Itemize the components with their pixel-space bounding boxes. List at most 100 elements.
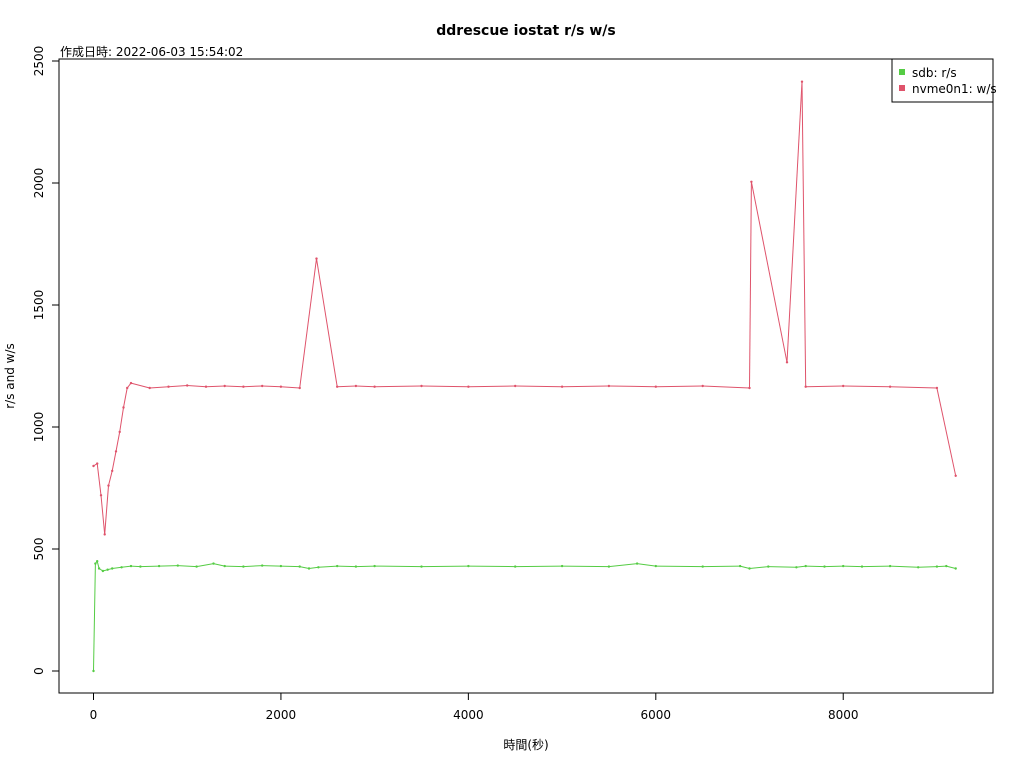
- y-tick-label: 0: [32, 667, 46, 675]
- series-1-segment: [111, 451, 117, 471]
- series-1-segment: [316, 258, 338, 387]
- series-1-point: [560, 385, 564, 388]
- series-0-point: [842, 564, 845, 568]
- series-0-segment: [768, 566, 797, 568]
- series-0-point: [139, 565, 142, 568]
- x-axis-label: 時間(秒): [503, 738, 548, 752]
- y-axis: 0 500 1000 1500 2000 2500: [32, 46, 60, 675]
- series-1-point: [126, 386, 129, 390]
- series-0-segment: [468, 565, 516, 568]
- series-1-segment: [96, 463, 102, 496]
- series-1-point: [954, 474, 957, 477]
- series-1-point: [186, 384, 189, 387]
- series-1-point: [114, 450, 118, 453]
- series-0-segment: [890, 565, 919, 568]
- series-0-point: [261, 564, 264, 567]
- legend: sdb: r/s nvme0n1: w/s: [891, 58, 997, 103]
- series-0-segment: [121, 565, 132, 568]
- x-tick-label: 4000: [453, 708, 484, 722]
- series-1-segment: [805, 385, 844, 388]
- series-0-point: [212, 562, 215, 565]
- series-0-point: [635, 562, 639, 565]
- series-0-segment: [213, 563, 225, 567]
- series-1-segment: [123, 387, 128, 408]
- x-tick-label: 2000: [266, 708, 297, 722]
- series-1-segment: [355, 385, 375, 388]
- series-0-point: [307, 567, 311, 570]
- series-0-segment: [112, 566, 122, 569]
- series-0-segment: [749, 566, 769, 569]
- series-1-segment: [655, 385, 703, 388]
- series-0-segment: [936, 565, 947, 568]
- series-0-point: [767, 565, 770, 568]
- series-0-point: [954, 567, 957, 570]
- series-0-segment: [355, 565, 375, 568]
- series-1-point: [800, 80, 804, 83]
- series-0-point: [701, 565, 704, 568]
- series-0-point: [738, 564, 742, 568]
- series-0-segment: [196, 563, 214, 568]
- series-0-point: [804, 564, 807, 568]
- series-1-segment: [168, 385, 188, 388]
- series-1-point: [204, 385, 208, 388]
- series-1-point: [261, 384, 264, 388]
- series-0-segment: [805, 565, 825, 568]
- series-0-point: [111, 567, 114, 570]
- series-1-segment: [374, 385, 422, 388]
- series-1-segment: [468, 385, 516, 388]
- y-tick-label: 2500: [32, 46, 46, 77]
- series-0-point: [92, 669, 95, 673]
- plot-layer: [92, 80, 957, 673]
- series-0-segment: [562, 565, 609, 568]
- series-1-point: [129, 381, 133, 385]
- series-1-point: [354, 384, 358, 388]
- series-0-point: [129, 564, 133, 568]
- series-1-point: [420, 384, 423, 388]
- x-axis: 0 2000 4000 6000 8000: [90, 692, 859, 722]
- series-1-segment: [130, 382, 150, 389]
- series-0-segment: [918, 566, 937, 568]
- series-0-point: [514, 565, 517, 568]
- series-1-segment: [749, 181, 752, 389]
- series-1-segment: [421, 385, 469, 388]
- series-1-segment: [149, 386, 169, 389]
- legend-box: [891, 58, 994, 103]
- series-1-point: [148, 386, 151, 390]
- series-0-point: [420, 565, 423, 568]
- x-tick-label: 8000: [828, 708, 859, 722]
- series-0-point: [176, 564, 179, 567]
- series-0-point: [560, 564, 564, 568]
- series-0-point: [654, 564, 657, 568]
- series-1-segment: [104, 485, 109, 535]
- series-0-point: [96, 560, 99, 563]
- plot-frame: [58, 58, 994, 694]
- chart-title: ddrescue iostat r/s w/s: [436, 23, 615, 39]
- series-0-segment: [608, 563, 638, 568]
- series-0-segment: [655, 565, 703, 568]
- series-0-point: [795, 566, 798, 569]
- x-tick-label: 6000: [641, 708, 672, 722]
- series-0-point: [317, 566, 320, 569]
- series-1-segment: [108, 470, 113, 486]
- series-1-segment: [936, 387, 957, 476]
- series-1-segment: [205, 385, 225, 388]
- series-1-segment: [890, 386, 937, 389]
- series-1-point: [99, 494, 103, 497]
- legend-swatch-nvme: [899, 85, 905, 91]
- series-0-point: [336, 564, 339, 568]
- series-1-segment: [280, 386, 300, 389]
- series-0-segment: [318, 565, 338, 568]
- y-tick-label: 1500: [32, 290, 46, 321]
- series-1-point: [701, 384, 704, 388]
- series-1-point: [654, 385, 657, 388]
- series-1-point: [118, 430, 121, 434]
- series-1: [92, 80, 957, 536]
- series-1-point: [607, 384, 611, 388]
- series-1-point: [336, 385, 339, 388]
- series-0-point: [94, 562, 97, 565]
- chart-subtitle: 作成日時: 2022-06-03 15:54:02: [60, 45, 243, 59]
- series-0-segment: [337, 565, 356, 568]
- series-1-point: [467, 385, 470, 388]
- series-1-point: [748, 386, 751, 390]
- series-0-segment: [861, 565, 891, 568]
